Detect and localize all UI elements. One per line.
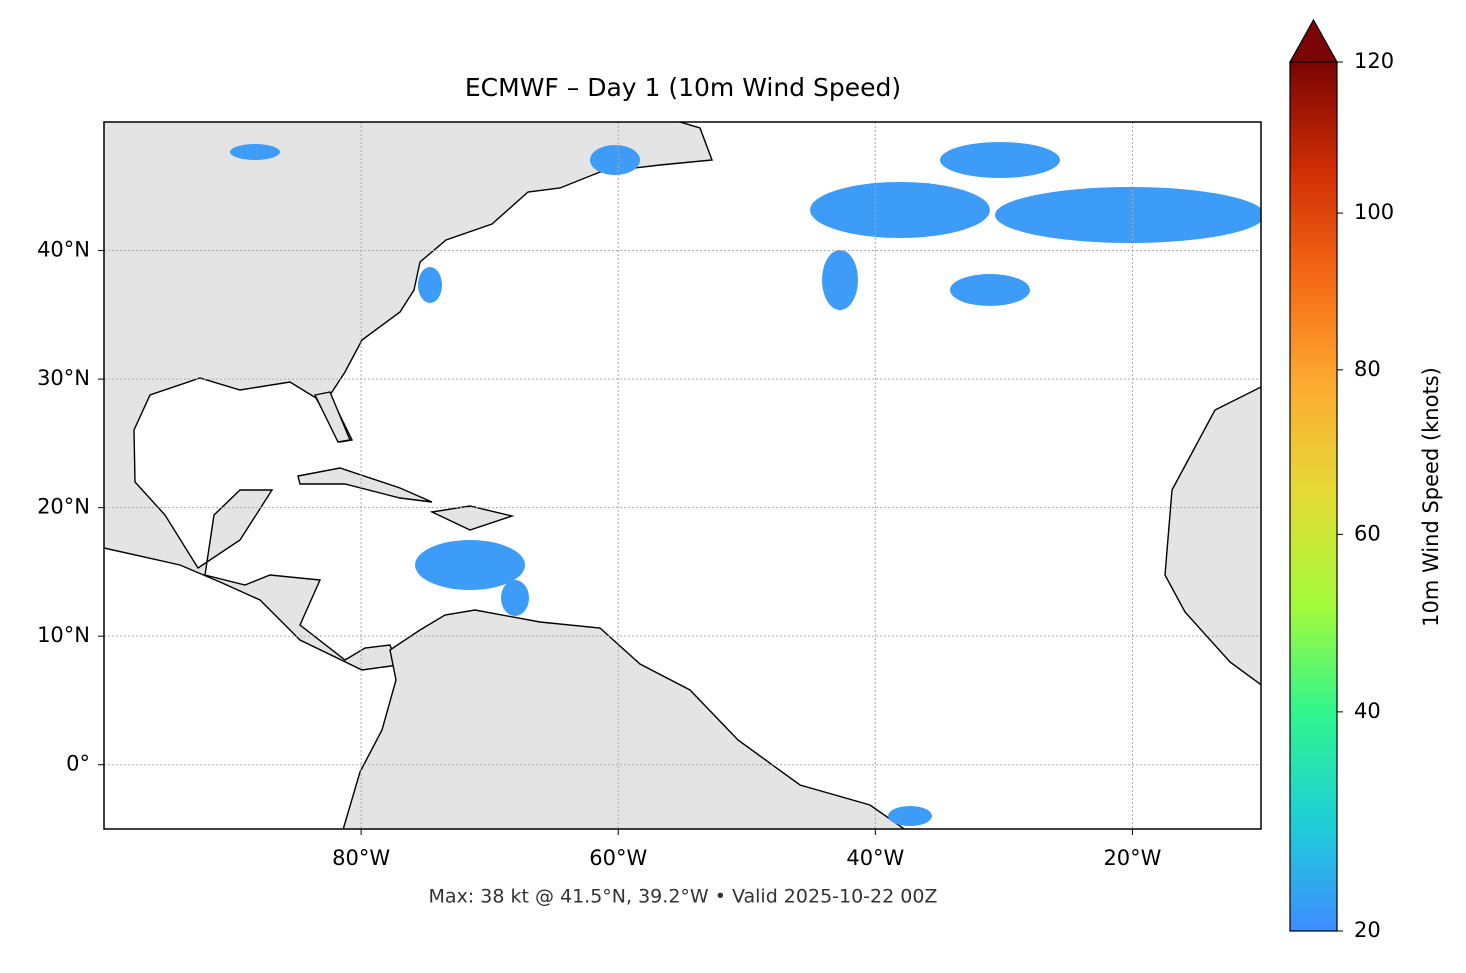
y-tick-label: 0° xyxy=(66,752,90,776)
map xyxy=(104,122,1261,829)
y-tick-label: 40°N xyxy=(37,238,90,262)
wind-area xyxy=(415,540,525,590)
x-tick-label: 80°W xyxy=(332,846,390,870)
footer-note: Max: 38 kt @ 41.5°N, 39.2°W • Valid 2025… xyxy=(429,886,938,908)
x-tick-label: 60°W xyxy=(589,846,647,870)
wind-area xyxy=(418,267,442,303)
wind-area xyxy=(230,144,280,160)
wind-area xyxy=(822,250,858,310)
x-tick-label: 40°W xyxy=(846,846,904,870)
south-america xyxy=(342,609,906,829)
y-tick-label: 10°N xyxy=(37,623,90,647)
wind-area xyxy=(810,182,990,238)
wind-area xyxy=(950,274,1030,306)
x-tick-label: 20°W xyxy=(1103,846,1161,870)
colorbar xyxy=(1289,61,1338,932)
wind-area xyxy=(501,580,529,616)
map-frame xyxy=(103,121,1262,830)
colorbar-tick-label: 20 xyxy=(1354,918,1381,942)
colorbar-label: 10m Wind Speed (knots) xyxy=(1419,367,1443,627)
colorbar-tick-label: 60 xyxy=(1354,521,1381,545)
y-tick-label: 30°N xyxy=(37,366,90,390)
colorbar-tick-label: 100 xyxy=(1354,200,1394,224)
wind-area xyxy=(888,806,932,826)
chart-title: ECMWF – Day 1 (10m Wind Speed) xyxy=(465,73,901,102)
north-america xyxy=(104,122,713,671)
y-tick-label: 20°N xyxy=(37,495,90,519)
africa xyxy=(1164,386,1261,686)
wind-area xyxy=(995,187,1261,243)
cuba xyxy=(297,467,433,503)
hispaniola xyxy=(429,505,515,531)
florida xyxy=(313,391,351,443)
colorbar-tick-label: 80 xyxy=(1354,357,1381,381)
colorbar-tick-label: 40 xyxy=(1354,699,1381,723)
colorbar-tick-label: 120 xyxy=(1354,49,1394,73)
wind-area xyxy=(590,145,640,175)
colorbar-extend xyxy=(1288,18,1339,63)
wind-area xyxy=(940,142,1060,178)
